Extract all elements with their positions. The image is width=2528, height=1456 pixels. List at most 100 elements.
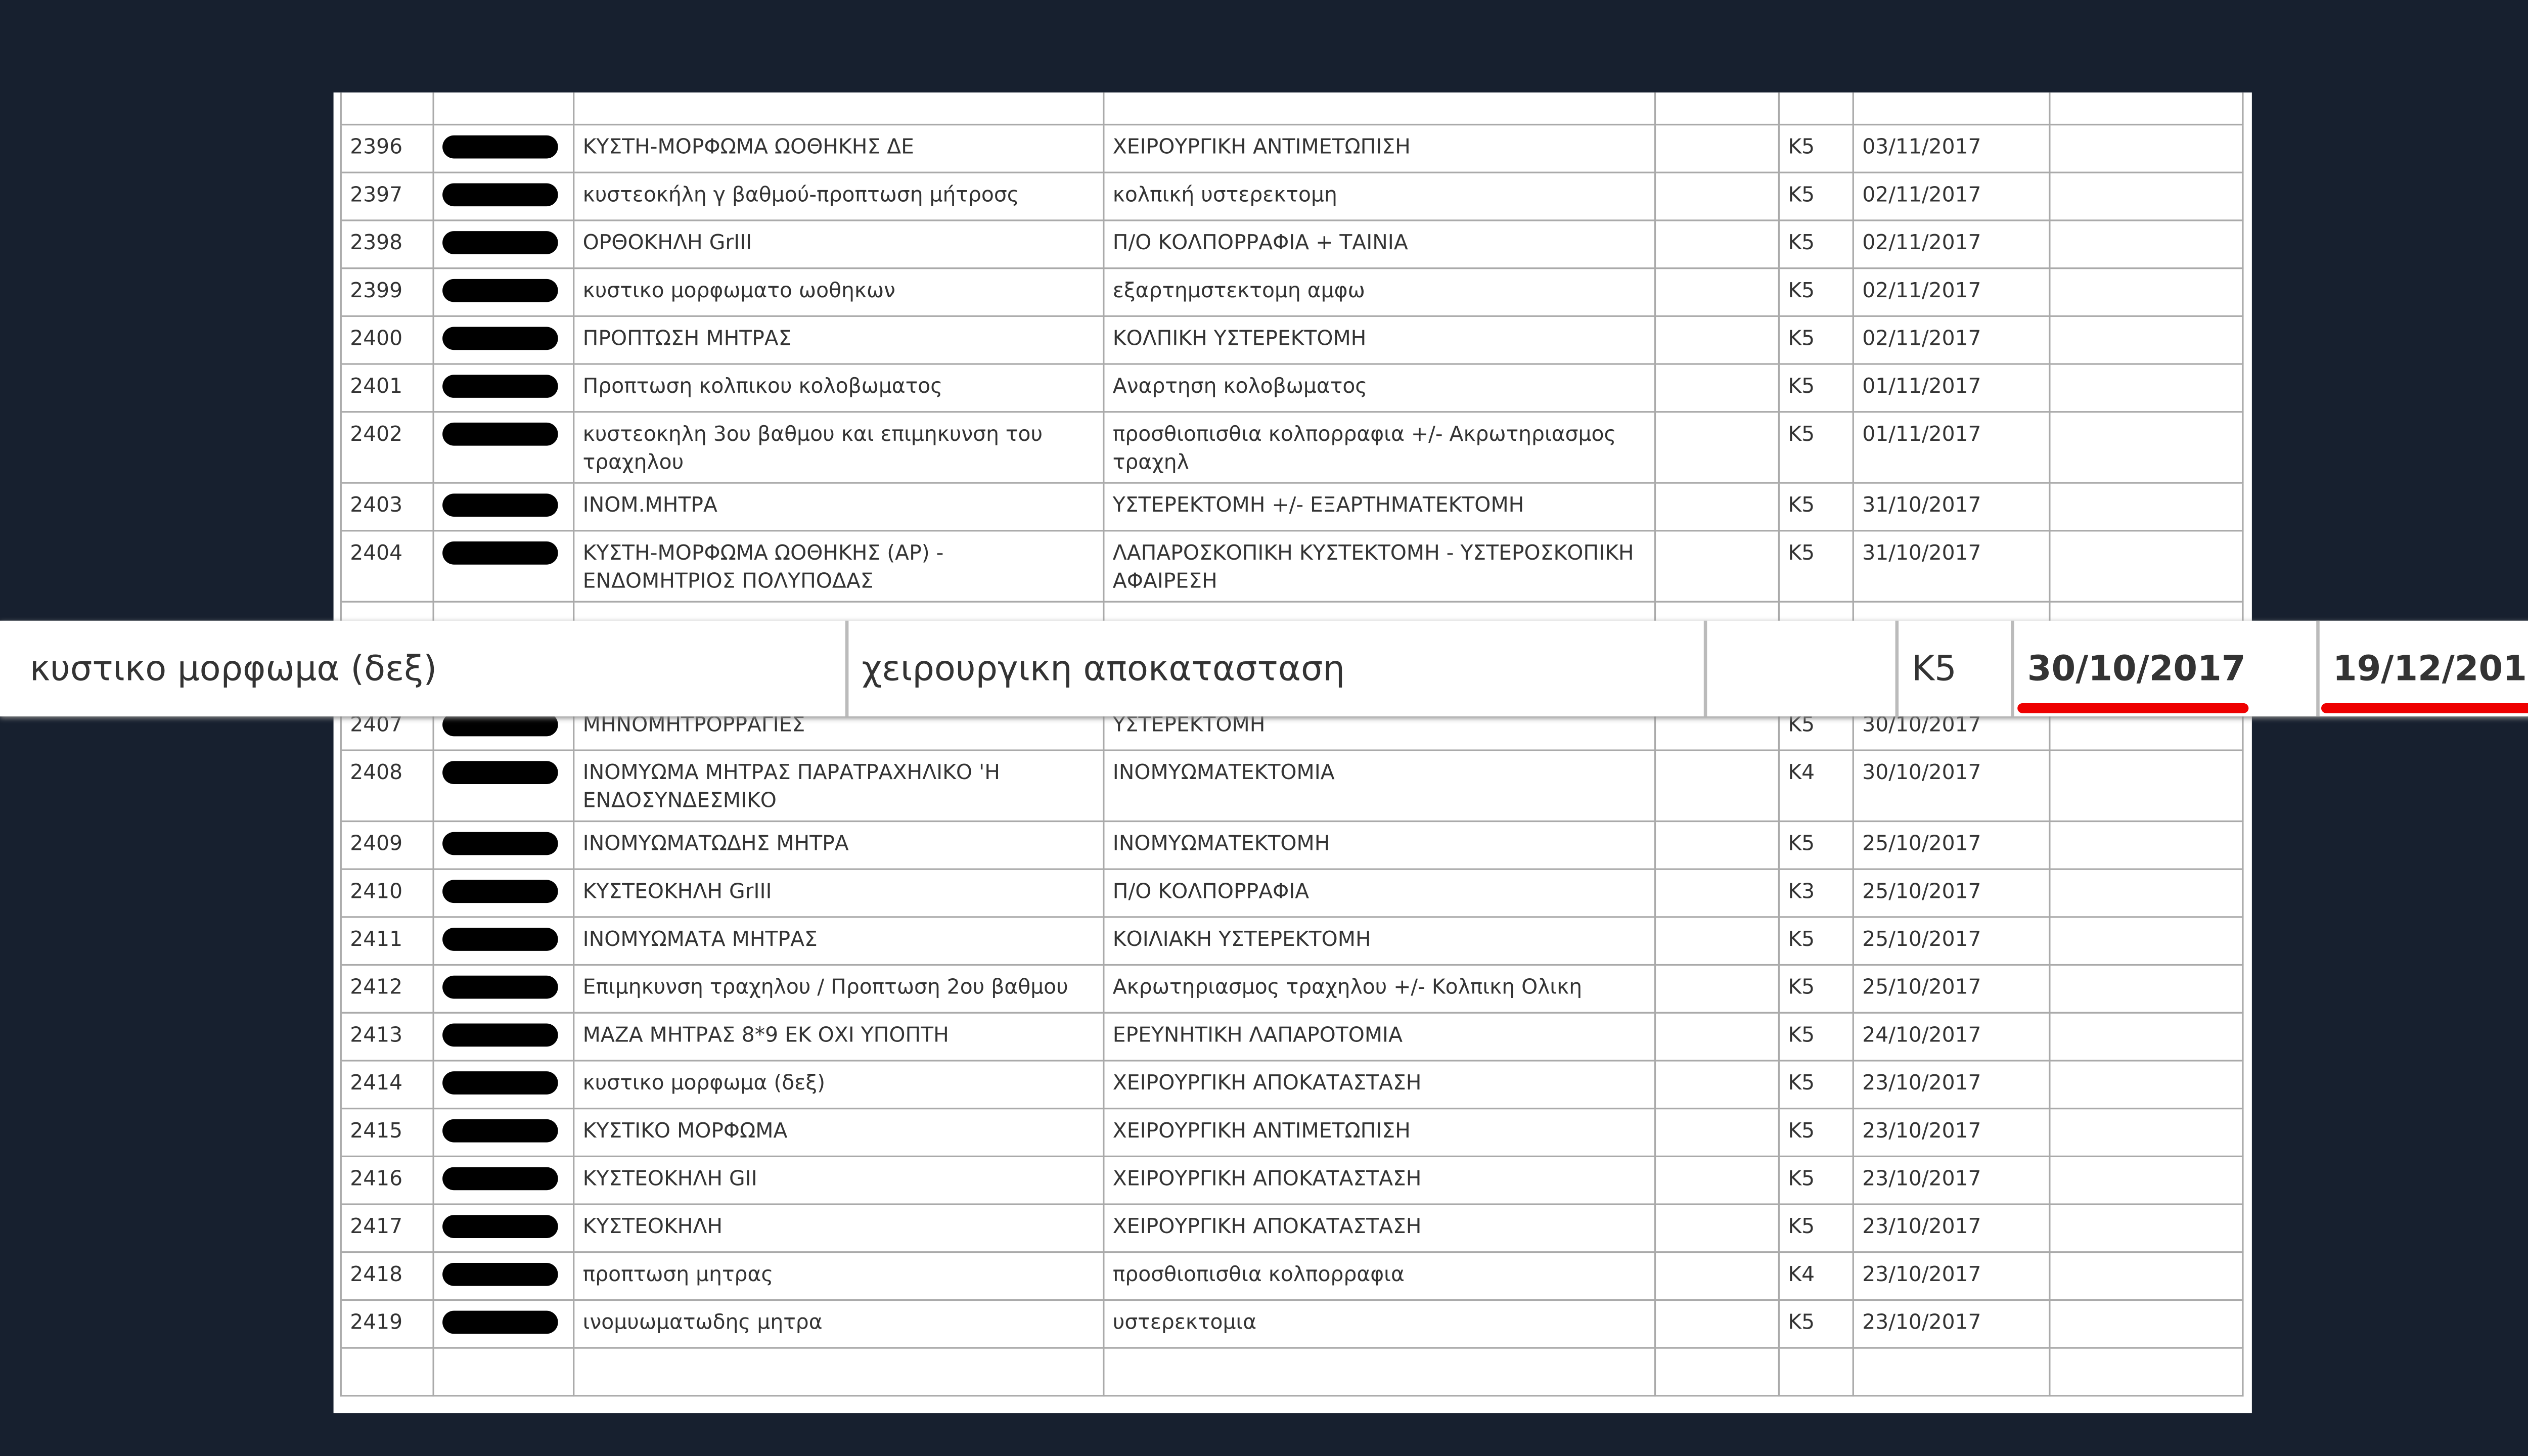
date: 25/10/2017 [1852, 820, 2051, 870]
procedure: ΧΕΙΡΟΥΡΓΙΚΗ ΑΠΟΚΑΤΑΣΤΑΣΗ [1103, 1155, 1656, 1205]
class: Κ5 [1778, 1203, 1854, 1253]
redaction [442, 880, 558, 903]
table-row: 2412 Επιμηκυνση τραχηλου / Προπτωση 2ου β… [340, 964, 2244, 1014]
cell [1852, 1347, 2051, 1397]
row-number: 2398 [340, 219, 434, 269]
diagnosis: ΚΥΣΤΗ-ΜΟΡΦΩΜΑ ΩΟΘΗΚΗΣ ΔΕ [573, 123, 1105, 173]
row-number: 2414 [340, 1060, 434, 1110]
procedure: υστερεκτομια [1103, 1299, 1656, 1349]
empty-cell [2049, 1251, 2244, 1301]
diagnosis: ΙΝΟΜ.ΜΗΤΡΑ [573, 482, 1105, 532]
empty-cell [2049, 1203, 2244, 1253]
class: Κ5 [1778, 363, 1854, 413]
red-underline [2321, 703, 2528, 713]
class: Κ5 [1778, 123, 1854, 173]
empty-cell [1654, 1203, 1780, 1253]
redacted-cell [432, 1012, 575, 1062]
table-row: 2409 ΙΝΟΜΥΩΜΑΤΩΔΗΣ ΜΗΤΡΑ ΙΝΟΜΥΩΜΑΤΕΚΤΟΜΗ Κ5… [340, 820, 2244, 870]
redaction [442, 279, 558, 302]
diagnosis: κυστικο μορφωμα (δεξ) [573, 1060, 1105, 1110]
red-underline [2017, 703, 2249, 713]
procedure: ΧΕΙΡΟΥΡΓΙΚΗ ΑΝΤΙΜΕΤΩΠΙΣΗ [1103, 123, 1656, 173]
diagnosis: ΟΡΘΟΚΗΛΗ GrIII [573, 219, 1105, 269]
redacted-cell [432, 219, 575, 269]
date: 01/11/2017 [1852, 411, 2051, 484]
empty-cell [2049, 482, 2244, 532]
empty-cell [2049, 219, 2244, 269]
empty-cell [2049, 267, 2244, 317]
empty-cell [1654, 1155, 1780, 1205]
cell [1103, 1347, 1656, 1397]
date: 25/10/2017 [1852, 916, 2051, 966]
cell [1778, 1347, 1854, 1397]
row-number: 2401 [340, 363, 434, 413]
table-row: 2417 ΚΥΣΤΕΟΚΗΛΗ ΧΕΙΡΟΥΡΓΙΚΗ ΑΠΟΚΑΤΑΣΤΑΣΗ Κ5… [340, 1203, 2244, 1253]
date: 01/11/2017 [1852, 363, 2051, 413]
empty-cell [1654, 482, 1780, 532]
highlight-empty [1703, 620, 1895, 717]
row-number: 2415 [340, 1108, 434, 1157]
empty-cell [1654, 267, 1780, 317]
date: 24/10/2017 [1852, 1012, 2051, 1062]
empty-cell [1654, 363, 1780, 413]
date: 23/10/2017 [1852, 1299, 2051, 1349]
procedure: ΧΕΙΡΟΥΡΓΙΚΗ ΑΠΟΚΑΤΑΣΤΑΣΗ [1103, 1203, 1656, 1253]
highlight-second-date: 19/12/2019 [2316, 620, 2528, 717]
table-row: 2403 ΙΝΟΜ.ΜΗΤΡΑ ΥΣΤΕΡΕΚΤΟΜΗ +/- ΕΞΑΡΤΗΜΑΤΕ… [340, 482, 2244, 532]
procedure: Ακρωτηριασμος τραχηλου +/- Κολπικη Ολικη [1103, 964, 1656, 1014]
date: 23/10/2017 [1852, 1203, 2051, 1253]
diagnosis: κυστικο μορφωματο ωοθηκων [573, 267, 1105, 317]
redacted-cell [432, 1299, 575, 1349]
empty-cell [2049, 964, 2244, 1014]
class: Κ5 [1778, 315, 1854, 365]
redacted-cell [432, 1108, 575, 1157]
row-number: 2409 [340, 820, 434, 870]
date: 25/10/2017 [1852, 964, 2051, 1014]
redaction [442, 928, 558, 951]
empty-cell [1654, 749, 1780, 823]
table-row: 2396 ΚΥΣΤΗ-ΜΟΡΦΩΜΑ ΩΟΘΗΚΗΣ ΔΕ ΧΕΙΡΟΥΡΓΙΚΗ … [340, 123, 2244, 173]
redacted-cell [432, 530, 575, 603]
class: Κ5 [1778, 482, 1854, 532]
class: Κ5 [1778, 219, 1854, 269]
redacted-cell [432, 482, 575, 532]
procedure: ΧΕΙΡΟΥΡΓΙΚΗ ΑΠΟΚΑΤΑΣΤΑΣΗ [1103, 1060, 1656, 1110]
redacted-cell [432, 916, 575, 966]
row-number: 2408 [340, 749, 434, 823]
redaction [442, 1215, 558, 1238]
redaction [442, 493, 558, 517]
empty-cell [1654, 1012, 1780, 1062]
class: Κ5 [1778, 267, 1854, 317]
class: Κ3 [1778, 868, 1854, 918]
empty-cell [1654, 1108, 1780, 1157]
empty-cell [2049, 749, 2244, 823]
diagnosis: προπτωση μητρας [573, 1251, 1105, 1301]
empty-cell [1654, 219, 1780, 269]
procedure: ΥΣΤΕΡΕΚΤΟΜΗ +/- ΕΞΑΡΤΗΜΑΤΕΚΤΟΜΗ [1103, 482, 1656, 532]
empty-cell [2049, 1155, 2244, 1205]
row-number: 2402 [340, 411, 434, 484]
row-number: 2416 [340, 1155, 434, 1205]
procedure: ΕΡΕΥΝΗΤΙΚΗ ΛΑΠΑΡΟΤΟΜΙΑ [1103, 1012, 1656, 1062]
diagnosis: ΚΥΣΤΕΟΚΗΛΗ GII [573, 1155, 1105, 1205]
procedure: ΧΕΙΡΟΥΡΓΙΚΗ ΑΝΤΙΜΕΤΩΠΙΣΗ [1103, 1108, 1656, 1157]
class: Κ5 [1778, 411, 1854, 484]
table-row: 2414 κυστικο μορφωμα (δεξ) ΧΕΙΡΟΥΡΓΙΚΗ ΑΠΟ… [340, 1060, 2244, 1110]
class: Κ4 [1778, 1251, 1854, 1301]
row-number: 2397 [340, 171, 434, 221]
row-number: 2404 [340, 530, 434, 603]
table-row: 2418 προπτωση μητρας προσθιοπισθια κολπορρ… [340, 1251, 2244, 1301]
date: 25/10/2017 [1852, 868, 2051, 918]
class: Κ5 [1778, 964, 1854, 1014]
empty-cell [1654, 820, 1780, 870]
highlight-diagnosis: κυστικο μορφωμα (δεξ) [29, 649, 437, 689]
date: 30/10/2017 [1852, 749, 2051, 823]
table-row: 2411 ΙΝΟΜΥΩΜΑΤΑ ΜΗΤΡΑΣ ΚΟΙΛΙΑΚΗ ΥΣΤΕΡΕΚΤΟΜ… [340, 916, 2244, 966]
table-row: 2413 ΜΑΖΑ ΜΗΤΡΑΣ 8*9 ΕΚ ΟΧΙ ΥΠΟΠΤΗ ΕΡΕΥΝΗΤ… [340, 1012, 2244, 1062]
redacted-cell [432, 267, 575, 317]
table-row: 2402 κυστεοκηλη 3ου βαθμου και επιμηκυνση… [340, 411, 2244, 484]
empty-cell [2049, 530, 2244, 603]
diagnosis: ΙΝΟΜΥΩΜΑ ΜΗΤΡΑΣ ΠΑΡΑΤΡΑΧΗΛΙΚΟ 'Η ΕΝΔΟΣΥΝ… [573, 749, 1105, 823]
empty-cell [1654, 868, 1780, 918]
empty-cell [1654, 530, 1780, 603]
